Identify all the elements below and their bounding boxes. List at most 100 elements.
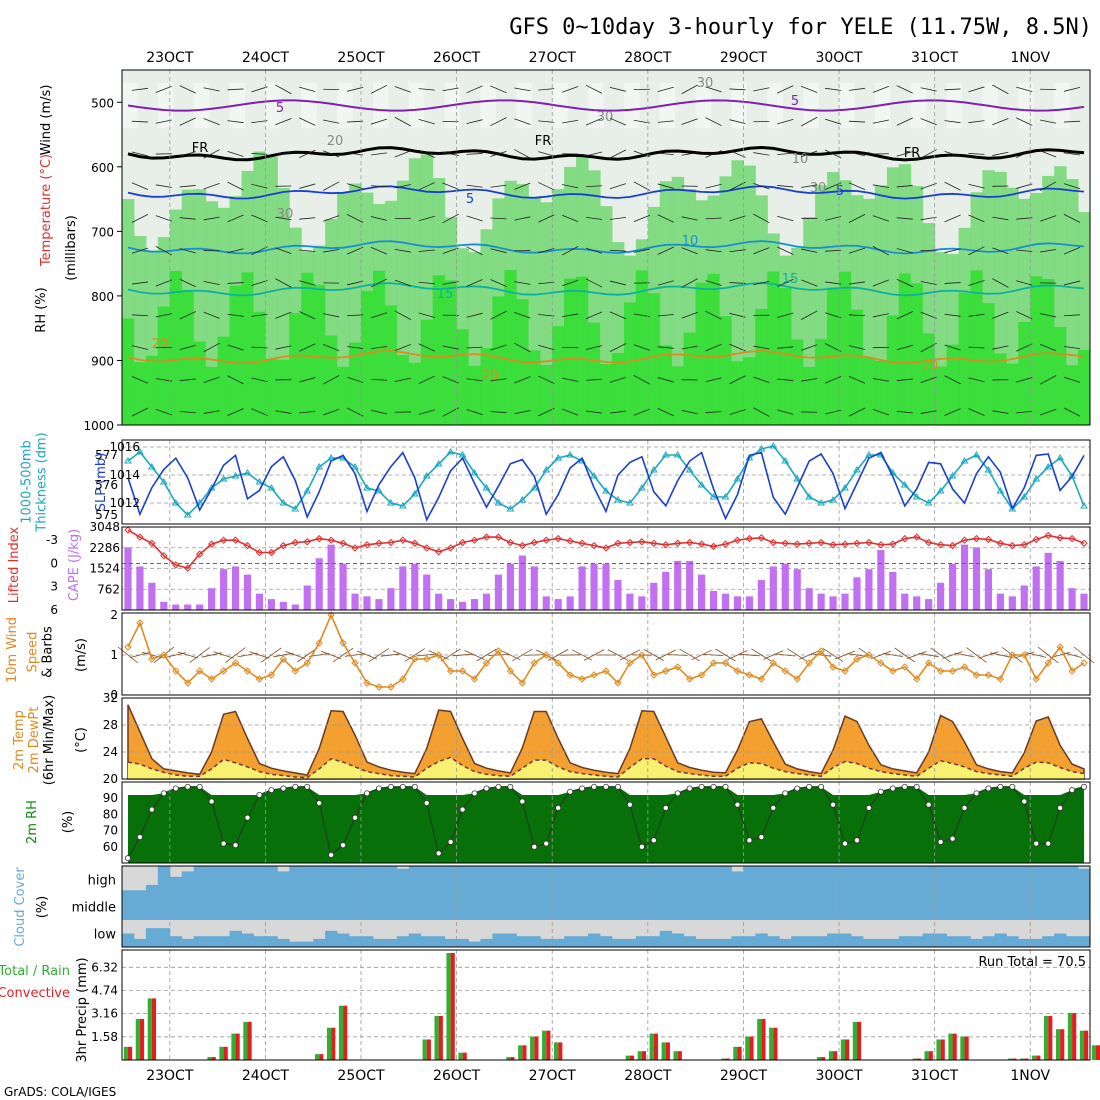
wind-barb [227, 181, 244, 191]
cloud-bar-middle [229, 893, 242, 920]
rh2m-point [459, 806, 466, 813]
wind-barb [848, 151, 866, 157]
wind-barb [848, 120, 865, 123]
cloud-layer-label: middle [72, 901, 116, 916]
cape-panel-frame [121, 526, 1091, 611]
cloud-bar-high [468, 866, 481, 893]
cloud-bar-high [827, 866, 840, 893]
precip-convective-bar [629, 1055, 635, 1060]
precip-total-bar [315, 1054, 320, 1060]
thickness-point [637, 484, 646, 491]
wind-barb [538, 281, 555, 285]
lifted-index-point [434, 548, 443, 556]
lifted-index-point [1044, 531, 1052, 540]
wind-barb [131, 151, 149, 157]
surface-wind-barb [894, 647, 915, 663]
surface-wind-barb [225, 647, 246, 663]
wind-barb [609, 343, 627, 352]
footer-credit: GrADS: COLA/IGES [4, 1085, 116, 1099]
cape-bar [698, 574, 706, 610]
lifted-index-point [841, 540, 849, 548]
lifted-index-point [554, 534, 562, 543]
cloud-bar-low [719, 938, 732, 947]
cloud-bar-low [683, 936, 697, 947]
cloud-bar-middle [719, 893, 732, 920]
thickness-point [781, 457, 790, 464]
wind-speed-point [614, 679, 622, 687]
wind-barb [705, 280, 722, 286]
cloud-bar-low [850, 936, 864, 947]
rh2m-point [495, 783, 502, 790]
thickness-point [1020, 493, 1029, 500]
thickness-point [136, 448, 144, 455]
wind-barb [777, 246, 794, 255]
wind-barb [203, 311, 220, 319]
cloud-bar-high [337, 866, 350, 893]
lifted-index-point [781, 539, 789, 547]
cape-bar [578, 566, 586, 610]
rh2m-point [328, 851, 335, 858]
cloud-bar-low [145, 928, 159, 947]
wind-barb [538, 88, 555, 91]
wind-barb [251, 120, 268, 124]
surface-wind-barb [1061, 652, 1083, 658]
wind-barb [179, 410, 196, 414]
cloud-bar-high [1018, 866, 1031, 893]
wind-barb [179, 278, 196, 288]
rh-core [301, 272, 314, 425]
cloud-bar-middle [265, 893, 278, 920]
cloud-bar-low [934, 933, 947, 947]
thickness-point [841, 484, 849, 491]
rh-core [695, 282, 709, 425]
axis-title-line: (%) [61, 811, 76, 834]
cloud-bar-low [695, 938, 708, 947]
surface-wind-barb [691, 649, 712, 661]
thickness-point [709, 493, 718, 500]
lifted-index-point [399, 536, 407, 544]
lifted-tick-label: -3 [46, 533, 58, 547]
wind-speed-point [817, 647, 825, 655]
lifted-index-point [207, 540, 216, 548]
thickness-point [518, 496, 527, 503]
thickness-point [1008, 505, 1017, 512]
precip-convective-bar [1012, 1058, 1017, 1060]
wind-barb [466, 378, 483, 382]
wind-barb [227, 375, 244, 385]
rh2m-point [949, 835, 956, 842]
wind-speed-point [124, 643, 132, 651]
rh-core [528, 350, 541, 425]
panel-axis-title: Temperature (°C) [39, 154, 54, 267]
cloud-bar-low [468, 941, 481, 947]
contour-label: 5 [791, 94, 799, 109]
rh2m-point [913, 783, 920, 790]
precip-convective-bar [343, 1005, 348, 1060]
lifted-index-point [960, 536, 969, 544]
precip-convective-bar [856, 1021, 862, 1060]
wind-barb [1039, 375, 1057, 385]
wind-barb [944, 282, 961, 284]
thickness-point [745, 454, 754, 461]
rh2m-point [208, 798, 215, 805]
thickness-point [482, 484, 491, 491]
wind-barb [992, 118, 1009, 126]
rh2m-point [268, 787, 275, 794]
lifted-index-point [924, 538, 933, 547]
rh-core [994, 353, 1007, 425]
panel-axis-title: CAPE (J/kg) [67, 529, 82, 601]
wind-speed-point [877, 659, 885, 667]
cloud-bar-low [731, 936, 744, 947]
contour-label: 30 [597, 110, 614, 125]
wind-barb [801, 344, 818, 351]
wind-barb [896, 311, 913, 320]
wind-barb [394, 150, 411, 158]
rh2m-point [853, 837, 860, 844]
panel-axis-title: 1000-500mb Thickness (dm) [20, 432, 50, 532]
wind-barb [299, 280, 316, 286]
surface-wind-barb [356, 650, 378, 660]
wind-barb [490, 248, 507, 254]
wind-barb [1064, 152, 1081, 156]
cloud-bar-high [420, 866, 434, 893]
cloud-bar-middle [349, 893, 362, 920]
thickness-point [267, 484, 276, 491]
surface-wind-barb [1026, 652, 1047, 658]
